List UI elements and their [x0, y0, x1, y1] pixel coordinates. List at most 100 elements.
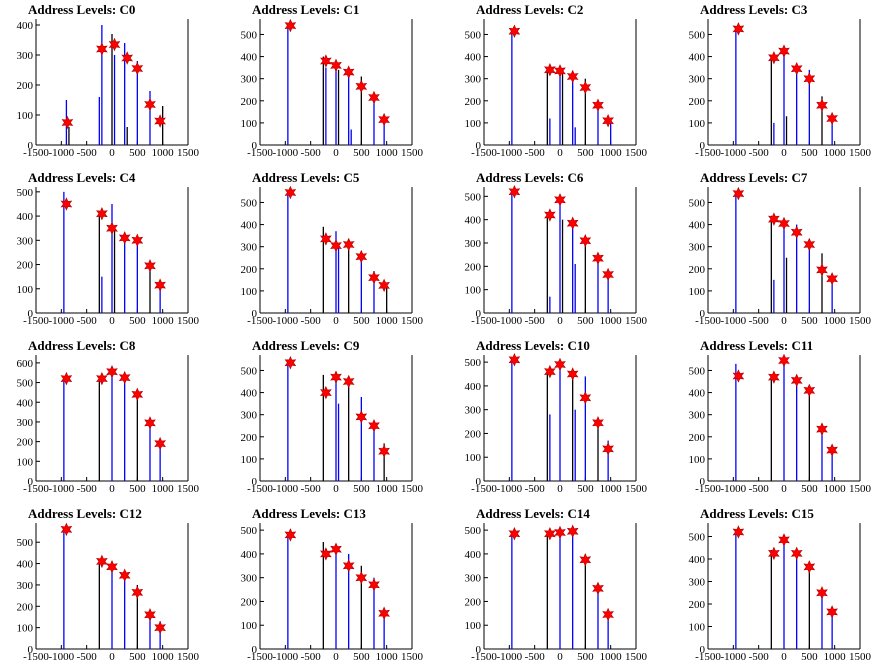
y-tick-label: 400: [241, 220, 258, 232]
chart-panel: 0 100 200 300 400 500 -1500 -1000 -500 0 500 1000 15…: [448, 168, 672, 336]
x-tick-label: 0: [557, 483, 563, 495]
chart-title: Address Levels: C0: [28, 2, 136, 17]
x-tick-label: 0: [109, 147, 115, 159]
x-tick-label: -500: [525, 651, 546, 663]
y-tick-label: 0: [28, 308, 34, 320]
y-tick-label: 500: [241, 525, 258, 537]
x-tick-label: -500: [525, 483, 546, 495]
peak-marker: [106, 364, 118, 379]
peak-marker: [368, 578, 380, 592]
y-tick-label: 100: [17, 110, 34, 122]
chart-panel: 0 100 200 300 400 500 -1500 -1000 -500 0 500 1000 15…: [224, 336, 448, 504]
peak-marker: [330, 370, 342, 384]
peak-marker: [108, 37, 121, 52]
peak-marker: [144, 259, 156, 273]
peak-marker: [566, 69, 579, 84]
peak-marker: [368, 418, 380, 433]
y-tick-label: 100: [241, 620, 258, 632]
peak-marker: [320, 547, 332, 561]
x-tick-label: -500: [301, 315, 322, 327]
y-tick-label: 0: [476, 644, 482, 656]
y-tick-label: 400: [689, 554, 706, 566]
y-tick-label: 300: [17, 50, 34, 62]
x-tick-label: -500: [77, 147, 98, 159]
x-tick-label: 1000: [376, 315, 399, 327]
peak-marker: [768, 212, 780, 226]
x-tick-label: 1500: [625, 483, 648, 495]
y-tick-label: 500: [689, 197, 706, 209]
x-tick-label: 500: [353, 483, 370, 495]
x-tick-label: 1000: [600, 315, 623, 327]
y-tick-label: 400: [241, 52, 258, 64]
peak-marker: [579, 391, 592, 405]
peak-marker: [826, 605, 838, 619]
x-tick-label: -1500: [471, 147, 497, 159]
y-tick-label: 400: [241, 388, 258, 400]
x-tick-label: 1000: [376, 483, 399, 495]
peak-marker: [118, 370, 131, 385]
chart-plot: 0 100 200 300 400 500 -1500 -1000 -500 0 500 1000 15…: [465, 19, 648, 159]
y-tick-label: 100: [465, 452, 482, 464]
y-tick-label: 300: [689, 410, 706, 422]
chart-title: Address Levels: C11: [700, 338, 814, 353]
chart-title: Address Levels: C6: [476, 170, 584, 185]
x-tick-label: 1000: [824, 483, 847, 495]
y-tick-label: 500: [465, 191, 482, 203]
peak-marker: [790, 546, 803, 561]
chart-panel: 0 100 200 300 400 500 -1500 -1000 -500 0 500 1000 15…: [448, 504, 672, 672]
peak-marker: [778, 44, 790, 58]
x-tick-label: 1500: [625, 147, 648, 159]
y-tick-label: 0: [700, 140, 706, 152]
y-tick-label: 0: [28, 644, 34, 656]
y-tick-label: 100: [689, 286, 706, 298]
chart-title: Address Levels: C3: [700, 2, 808, 17]
y-tick-label: 300: [241, 74, 258, 86]
y-tick-label: 0: [252, 308, 258, 320]
peak-marker: [378, 278, 390, 293]
peak-marker: [768, 546, 780, 561]
chart-plot: 0 100 200 300 400 500 -1500 -1000 -500 0 500 1000 15…: [689, 186, 872, 327]
chart-plot: 0 100 200 300 400 500 -1500 -1000 -500 0 500 1000 15…: [689, 353, 872, 495]
y-tick-label: 200: [241, 432, 258, 444]
y-tick-label: 500: [465, 357, 482, 369]
y-tick-label: 300: [689, 74, 706, 86]
y-tick-label: 100: [465, 620, 482, 632]
y-tick-label: 0: [700, 308, 706, 320]
x-tick-label: -1500: [471, 483, 497, 495]
x-tick-label: -1500: [471, 315, 497, 327]
x-tick-label: 500: [353, 651, 370, 663]
x-tick-label: 1500: [625, 315, 648, 327]
x-tick-label: -1500: [247, 147, 273, 159]
y-tick-label: 400: [17, 211, 34, 223]
x-tick-label: 500: [129, 147, 146, 159]
x-tick-label: 0: [781, 483, 787, 495]
x-tick-label: 1000: [152, 147, 175, 159]
peak-marker: [826, 111, 838, 126]
x-tick-label: 0: [109, 315, 115, 327]
peak-marker: [60, 371, 73, 386]
y-tick-label: 0: [252, 476, 258, 488]
peak-marker: [131, 61, 144, 76]
y-tick-label: 200: [241, 596, 258, 608]
peak-marker: [602, 442, 614, 456]
peak-marker: [320, 232, 332, 246]
x-tick-label: 1500: [849, 483, 872, 495]
peak-marker: [330, 238, 342, 253]
y-tick-label: 300: [465, 238, 482, 250]
peak-marker: [826, 271, 838, 286]
x-tick-label: -1500: [695, 315, 721, 327]
chart-plot: 0 100 200 300 400 -1500 -1000 -500 0 500 1000 1500: [17, 19, 200, 159]
x-tick-label: 500: [801, 651, 818, 663]
x-tick-label: -1000: [272, 483, 298, 495]
x-tick-label: -1500: [695, 651, 721, 663]
x-tick-label: 500: [801, 147, 818, 159]
chart-title: Address Levels: C8: [28, 338, 136, 353]
peak-marker: [378, 444, 390, 458]
peak-marker: [778, 353, 790, 368]
x-tick-label: 0: [781, 147, 787, 159]
x-tick-label: -500: [77, 315, 98, 327]
peak-marker: [508, 184, 521, 199]
peak-marker: [732, 369, 745, 383]
x-tick-label: -1500: [247, 483, 273, 495]
y-tick-label: 0: [476, 476, 482, 488]
